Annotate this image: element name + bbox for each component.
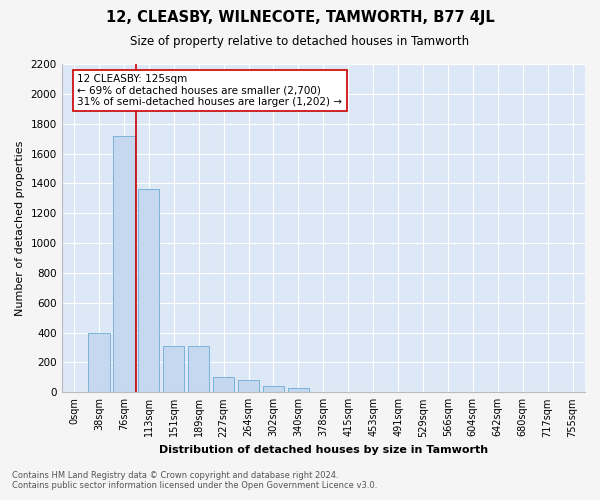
Bar [213, 378, 234, 392]
Text: Size of property relative to detached houses in Tamworth: Size of property relative to detached ho… [130, 35, 470, 48]
Bar [138, 190, 160, 392]
Text: 12 CLEASBY: 125sqm
← 69% of detached houses are smaller (2,700)
31% of semi-deta: 12 CLEASBY: 125sqm ← 69% of detached hou… [77, 74, 343, 107]
Bar [263, 386, 284, 392]
Bar [188, 346, 209, 393]
Bar [163, 346, 184, 393]
Text: Contains HM Land Registry data © Crown copyright and database right 2024.
Contai: Contains HM Land Registry data © Crown c… [12, 470, 377, 490]
Text: 12, CLEASBY, WILNECOTE, TAMWORTH, B77 4JL: 12, CLEASBY, WILNECOTE, TAMWORTH, B77 4J… [106, 10, 494, 25]
Bar [238, 380, 259, 392]
Bar [88, 332, 110, 392]
Bar [113, 136, 134, 392]
Y-axis label: Number of detached properties: Number of detached properties [15, 140, 25, 316]
X-axis label: Distribution of detached houses by size in Tamworth: Distribution of detached houses by size … [159, 445, 488, 455]
Bar [288, 388, 309, 392]
